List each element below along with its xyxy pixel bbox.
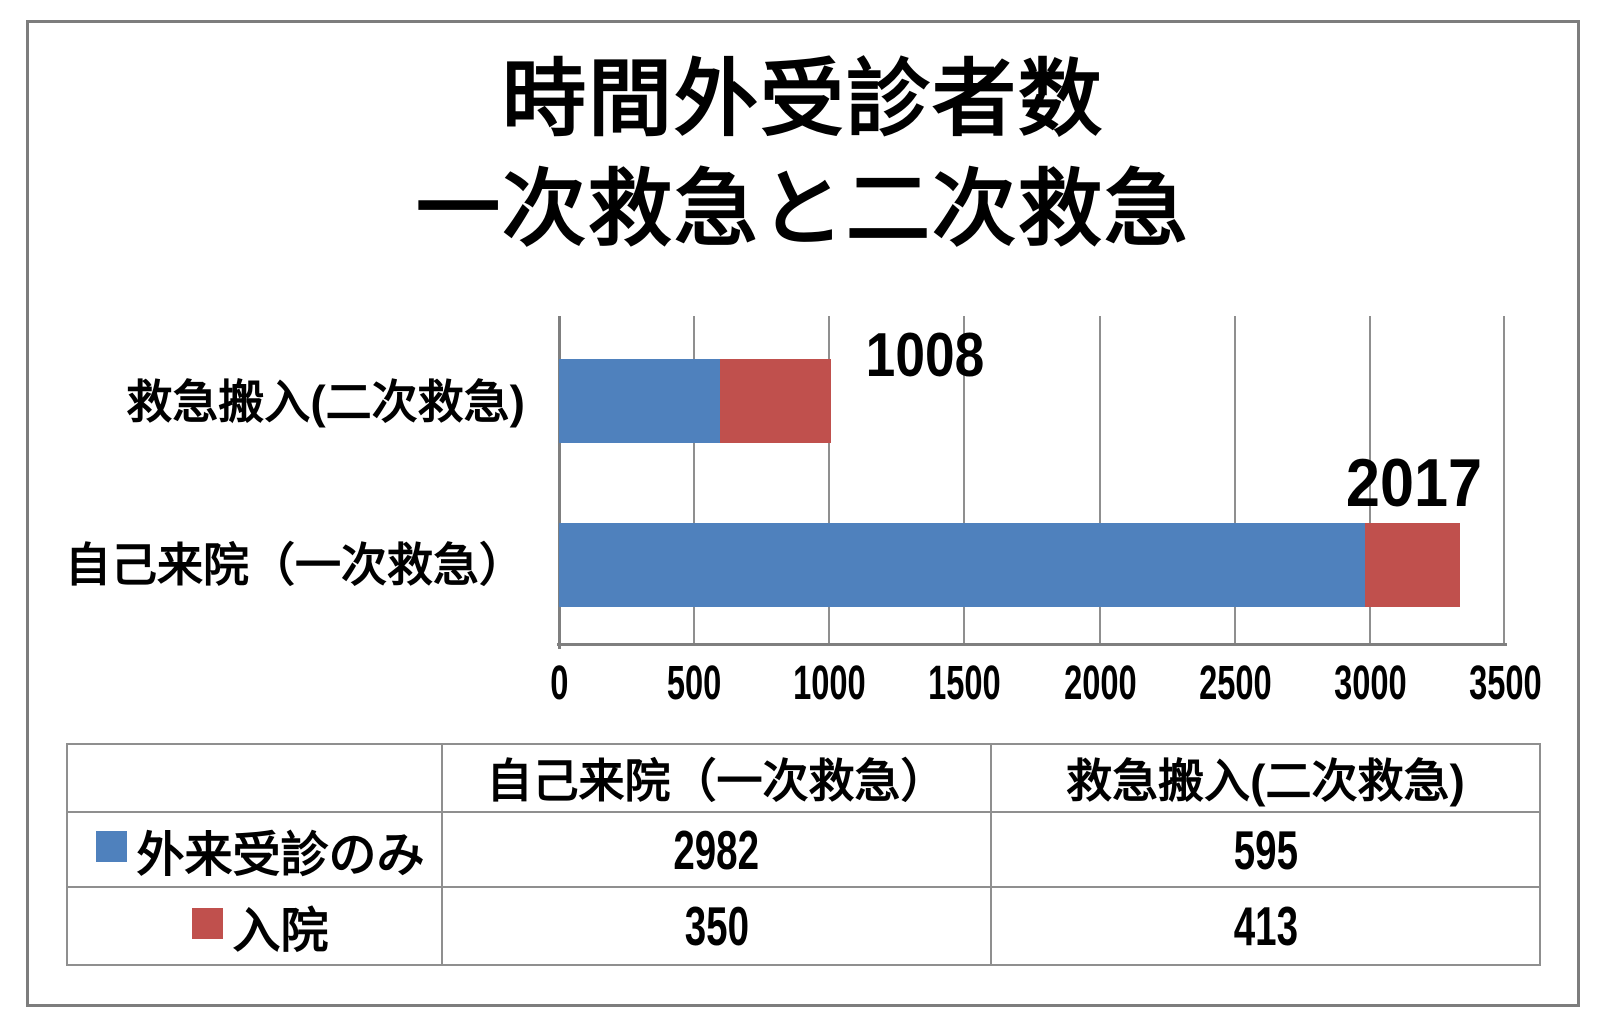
bar-value-label-secondary: 1008 <box>865 321 985 390</box>
x-tick-text: 500 <box>666 657 722 710</box>
row-label-cell-admitted: 入院 <box>66 886 443 966</box>
data-table: 自己来院（一次救急） 救急搬入(二次救急) 外来受診のみ 2982 595 入院… <box>66 743 1541 966</box>
x-tick-label-1500: 1500 <box>894 656 1034 711</box>
gridline-1500 <box>963 316 965 646</box>
x-tick-text: 1500 <box>927 657 1001 710</box>
table-row-outpatient: 外来受診のみ 2982 595 <box>66 811 1541 888</box>
gridline-3500 <box>1503 316 1505 646</box>
gridline-500 <box>693 316 695 646</box>
table-corner-blank <box>66 743 443 813</box>
bar-segment-入院-0 <box>719 359 832 443</box>
x-tick-label-0: 0 <box>489 656 629 711</box>
x-tick-text: 1000 <box>792 657 866 710</box>
value-outpatient-primary: 2982 <box>673 818 760 881</box>
title-line-2: 一次救急と二次救急 <box>415 162 1190 256</box>
bar-segment-外来受診のみ-0 <box>559 359 720 443</box>
table-header-primary-label: 自己来院（一次救急） <box>486 755 947 807</box>
table-row-admitted: 入院 350 413 <box>66 886 1541 966</box>
value-admitted-secondary: 413 <box>1233 895 1298 957</box>
x-tick-label-2500: 2500 <box>1165 656 1305 711</box>
x-tick-label-3500: 3500 <box>1435 656 1575 711</box>
value-admitted-primary: 350 <box>684 895 749 957</box>
y-axis-line <box>558 316 561 649</box>
value-cell-admitted-primary: 350 <box>441 886 992 966</box>
row-label-outpatient: 外来受診のみ <box>136 828 425 882</box>
category-label-secondary-emergency: 救急搬入(二次救急) <box>126 376 525 428</box>
table-header-primary: 自己来院（一次救急） <box>441 743 992 813</box>
table-header-secondary-label: 救急搬入(二次救急) <box>1066 755 1465 807</box>
x-tick-label-2000: 2000 <box>1030 656 1170 711</box>
x-tick-text: 3500 <box>1468 657 1542 710</box>
value-cell-outpatient-secondary: 595 <box>990 811 1541 888</box>
bar-value-label-primary: 2017 <box>1345 445 1483 521</box>
table-header-row: 自己来院（一次救急） 救急搬入(二次救急) <box>66 743 1541 813</box>
category-label-primary-emergency: 自己来院（一次救急） <box>65 539 525 591</box>
plot-area: 0 500 1000 1500 2000 2500 3000 3500 <box>550 316 1541 710</box>
legend-swatch-blue <box>96 831 128 862</box>
gridline-1000 <box>828 316 830 646</box>
chart-title: 時間外受診者数 一次救急と二次救急 <box>26 44 1580 264</box>
value-cell-admitted-secondary: 413 <box>990 886 1541 966</box>
gridline-2500 <box>1234 316 1236 646</box>
x-tick-text: 2000 <box>1063 657 1137 710</box>
title-line-1: 時間外受診者数 <box>501 52 1104 146</box>
x-tick-label-500: 500 <box>624 656 764 711</box>
bar-segment-外来受診のみ-1 <box>559 523 1365 607</box>
row-label-cell-outpatient: 外来受診のみ <box>66 811 443 888</box>
bar-segment-入院-1 <box>1364 523 1460 607</box>
table-header-secondary: 救急搬入(二次救急) <box>990 743 1541 813</box>
x-axis-line <box>557 643 1507 646</box>
value-cell-outpatient-primary: 2982 <box>441 811 992 888</box>
legend-swatch-red <box>192 907 224 939</box>
x-tick-text: 3000 <box>1333 657 1407 710</box>
row-label-admitted: 入院 <box>232 905 329 958</box>
x-tick-label-3000: 3000 <box>1300 656 1440 711</box>
x-tick-text: 2500 <box>1198 657 1272 710</box>
gridline-3000 <box>1369 316 1371 646</box>
gridline-2000 <box>1099 316 1101 646</box>
value-outpatient-secondary: 595 <box>1233 818 1298 881</box>
x-tick-text: 0 <box>549 657 569 710</box>
x-tick-label-1000: 1000 <box>759 656 899 711</box>
